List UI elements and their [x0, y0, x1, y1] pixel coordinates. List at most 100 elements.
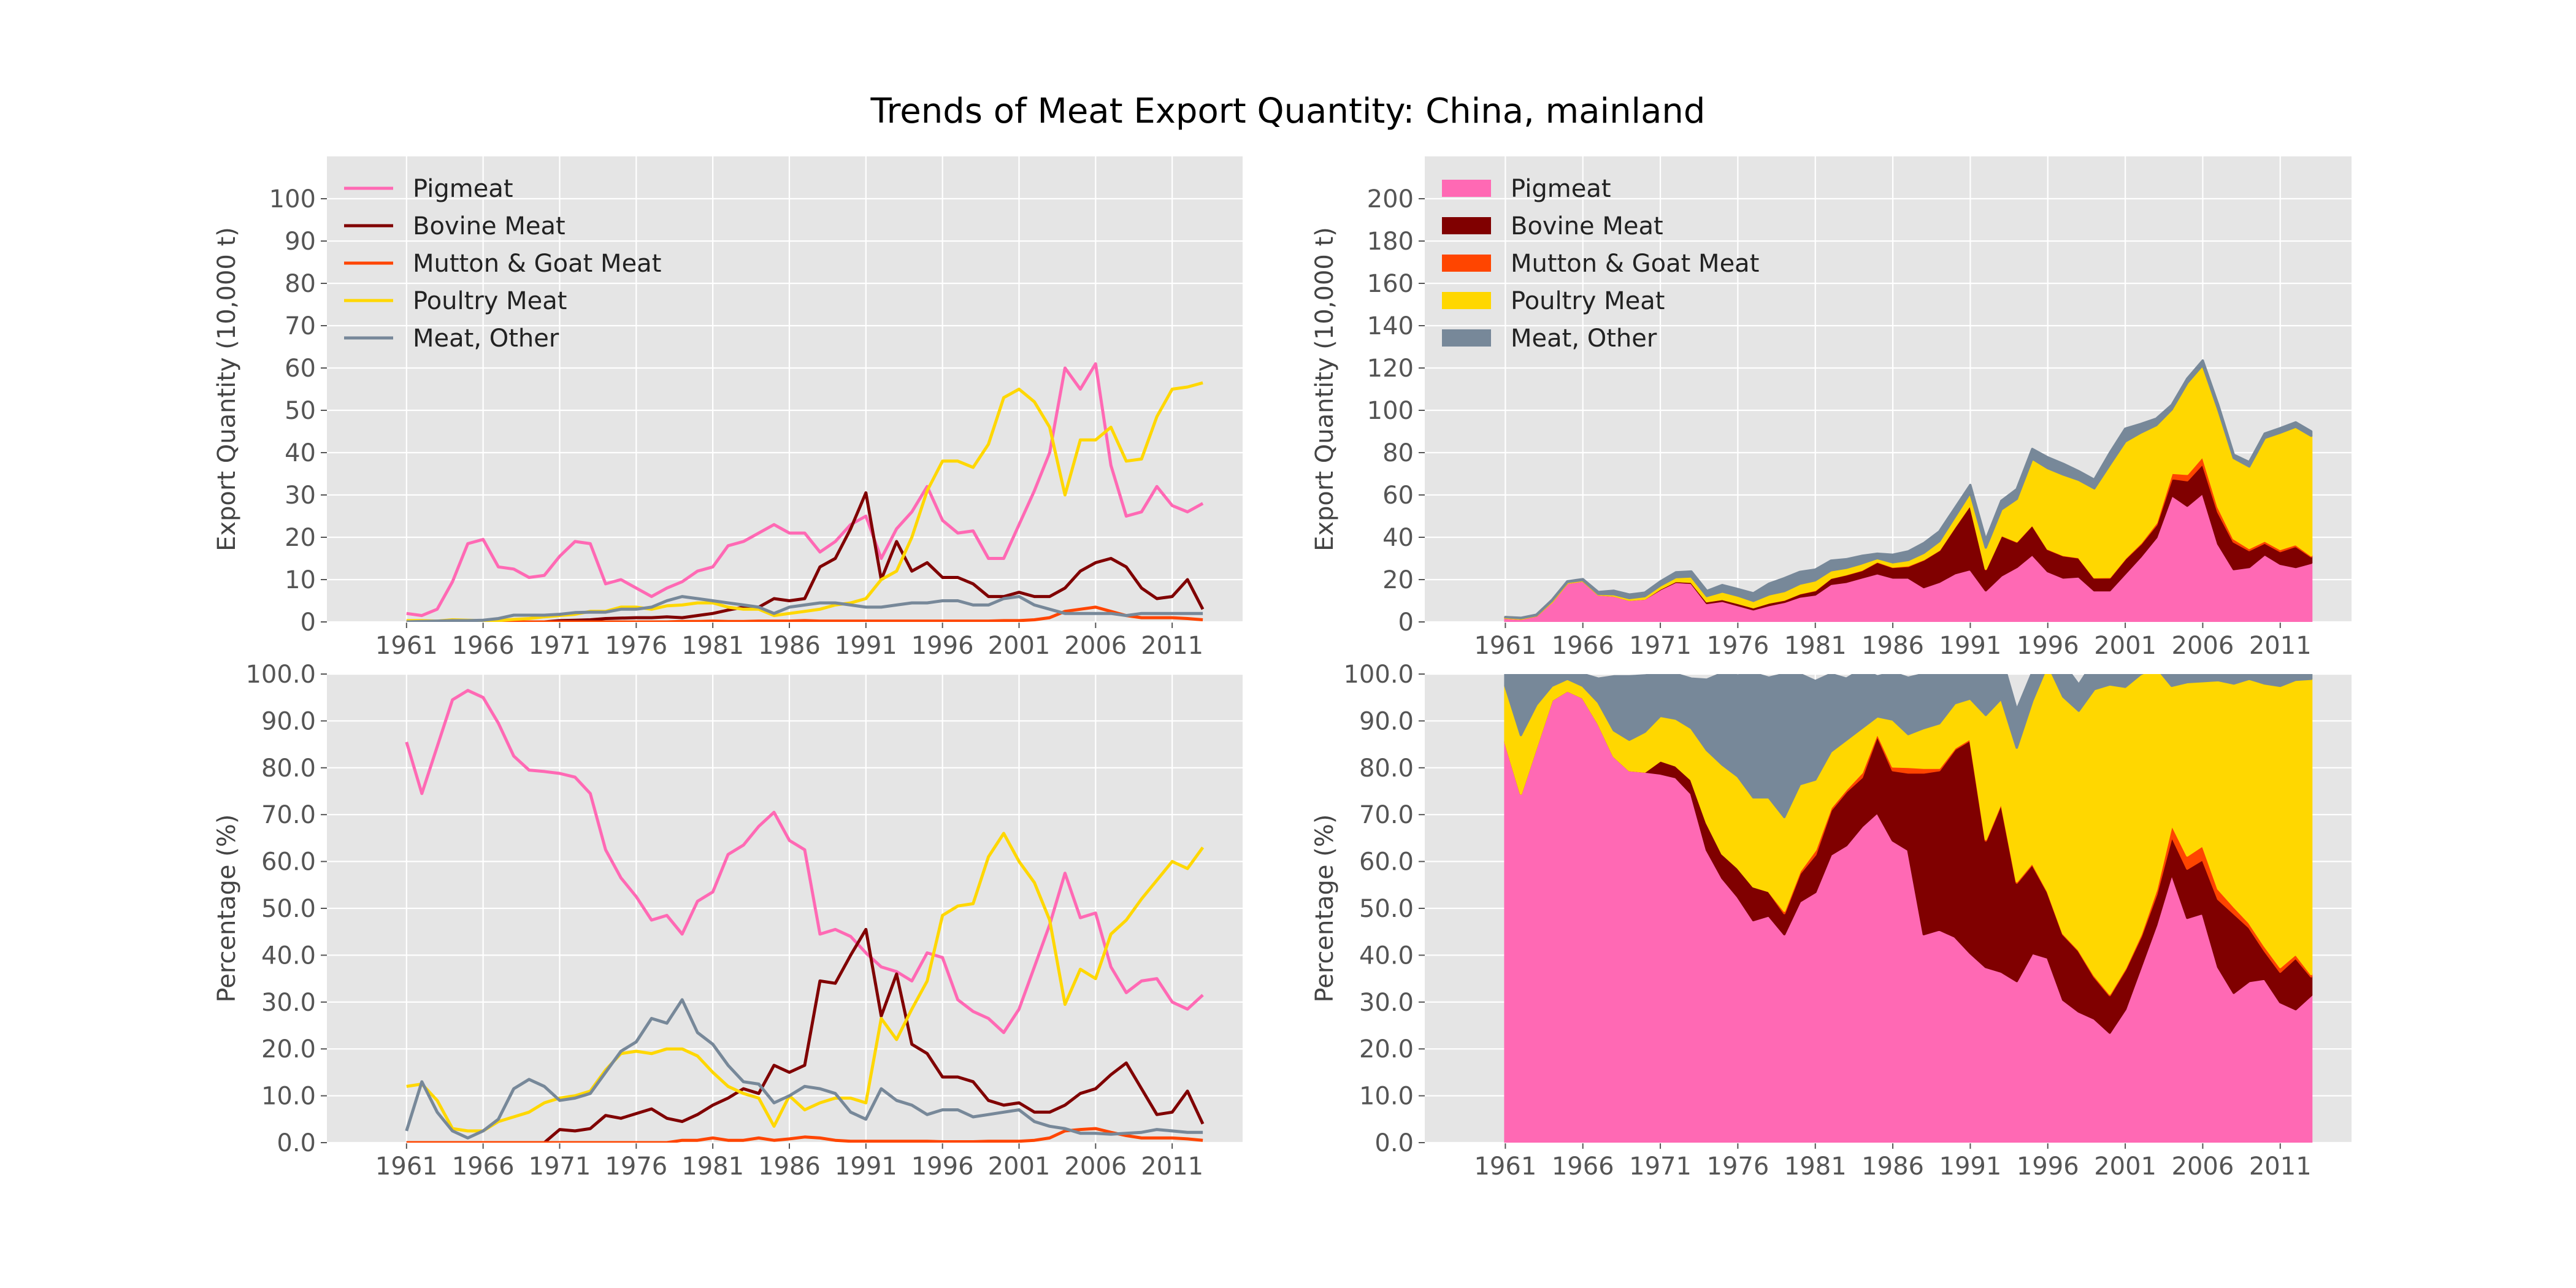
x-tick-label: 1971 — [529, 632, 591, 660]
y-tick-label: 80.0 — [1359, 754, 1414, 783]
x-tick-label: 1966 — [1552, 1152, 1614, 1181]
y-tick-label: 60 — [1382, 481, 1414, 510]
legend-label: Mutton & Goat Meat — [1511, 250, 1759, 278]
y-tick-label: 40.0 — [261, 941, 316, 970]
y-axis-label: Percentage (%) — [213, 815, 241, 1003]
x-tick-label: 1981 — [1784, 1152, 1847, 1181]
y-tick-label: 100.0 — [245, 661, 316, 689]
y-tick-label: 20 — [1382, 566, 1414, 594]
x-tick-label: 1991 — [835, 632, 897, 660]
x-tick-label: 1976 — [605, 632, 667, 660]
y-axis-label: Export Quantity (10,000 t) — [213, 227, 241, 551]
x-tick-label: 2001 — [2094, 632, 2156, 660]
y-tick-label: 10 — [285, 566, 316, 594]
x-tick-label: 1996 — [2017, 1152, 2079, 1181]
y-tick-label: 30.0 — [261, 989, 316, 1017]
y-tick-label: 40 — [285, 439, 316, 467]
x-tick-label: 1991 — [1939, 632, 2002, 660]
y-tick-label: 10.0 — [1359, 1083, 1414, 1111]
y-tick-label: 80 — [1382, 439, 1414, 467]
plot-area — [327, 156, 1243, 622]
legend-label: Meat, Other — [413, 324, 559, 353]
chart-panel-3: 1961 1966 1971 1976 1981 1986 1991 1996 2001 2006… — [213, 661, 1243, 1181]
x-tick-label: 1961 — [1474, 1152, 1536, 1181]
x-tick-label: 1966 — [452, 1152, 515, 1181]
chart-panel-4: 1961 1966 1971 1976 1981 1986 1991 1996 2001 2006… — [1311, 661, 2352, 1181]
x-tick-label: 2011 — [2249, 1152, 2312, 1181]
x-tick-label: 2006 — [2172, 632, 2234, 660]
y-tick-label: 60.0 — [1359, 848, 1414, 876]
legend: Pigmeat Bovine Meat Mutton & Goat Meat Poul… — [1442, 175, 1759, 353]
x-tick-label: 1966 — [452, 632, 515, 660]
series-group — [406, 362, 1205, 622]
y-tick-label: 40.0 — [1359, 941, 1414, 970]
y-tick-label: 0 — [1398, 608, 1414, 637]
x-tick-label: 2001 — [988, 1152, 1051, 1181]
series-line-meat-other — [406, 595, 1203, 622]
series-group — [405, 689, 1205, 1143]
figure-title: Trends of Meat Export Quantity: China, m… — [870, 91, 1706, 131]
legend-swatch-pigmeat — [1442, 180, 1491, 197]
y-tick-label: 160 — [1367, 270, 1414, 298]
series-area-meat-other — [1504, 359, 2313, 619]
y-tick-label: 120 — [1367, 355, 1414, 383]
y-tick-label: 70 — [285, 312, 316, 340]
legend-swatch-poultry-meat — [1442, 292, 1491, 309]
legend-label: Meat, Other — [1511, 324, 1657, 353]
x-tick-label: 1986 — [758, 1152, 821, 1181]
x-tick-label: 2011 — [1141, 1152, 1203, 1181]
y-tick-label: 80 — [285, 270, 316, 298]
x-tick-label: 2006 — [1064, 632, 1127, 660]
x-tick-label: 1976 — [1707, 632, 1769, 660]
y-tick-label: 200 — [1367, 185, 1414, 213]
y-tick-label: 50.0 — [1359, 895, 1414, 923]
legend-swatch-mutton-goat-meat — [1442, 255, 1491, 272]
x-tick-label: 1986 — [1861, 632, 1924, 660]
legend-label: Poultry Meat — [413, 287, 567, 315]
y-tick-label: 40 — [1382, 524, 1414, 552]
y-tick-label: 20.0 — [261, 1035, 316, 1064]
y-tick-label: 20.0 — [1359, 1035, 1414, 1064]
y-tick-label: 50 — [285, 397, 316, 425]
y-tick-label: 180 — [1367, 228, 1414, 256]
x-tick-label: 1986 — [758, 632, 821, 660]
y-tick-label: 100.0 — [1343, 661, 1414, 689]
y-tick-label: 10.0 — [261, 1083, 316, 1111]
series-line-pigmeat — [405, 689, 1204, 1034]
y-tick-label: 80.0 — [261, 754, 316, 783]
y-tick-label: 20 — [285, 524, 316, 552]
series-line-pigmeat — [406, 362, 1204, 618]
series-line-bovine-meat — [406, 491, 1205, 622]
y-tick-label: 0.0 — [277, 1129, 316, 1157]
chart-panel-2: 1961 1966 1971 1976 1981 1986 1991 1996 2001 2006… — [1311, 156, 2352, 660]
legend-label: Bovine Meat — [1511, 212, 1663, 240]
series-group — [1504, 359, 2313, 622]
x-tick-label: 1976 — [1707, 1152, 1769, 1181]
y-tick-label: 50.0 — [261, 895, 316, 923]
x-tick-label: 1981 — [681, 1152, 744, 1181]
x-tick-label: 1996 — [2017, 632, 2079, 660]
y-axis-label: Percentage (%) — [1311, 815, 1339, 1003]
x-tick-label: 1996 — [911, 1152, 974, 1181]
y-tick-label: 100 — [269, 185, 316, 213]
x-tick-label: 1981 — [681, 632, 744, 660]
x-tick-label: 1961 — [1474, 632, 1536, 660]
y-tick-label: 100 — [1367, 397, 1414, 425]
series-line-mutton-goat-meat — [406, 605, 1203, 622]
y-tick-label: 70.0 — [1359, 801, 1414, 829]
series-line-poultry-meat — [406, 832, 1205, 1133]
x-tick-label: 1971 — [1629, 1152, 1692, 1181]
series-line-bovine-meat — [406, 927, 1205, 1143]
x-tick-label: 2001 — [988, 632, 1051, 660]
x-tick-label: 2006 — [1064, 1152, 1127, 1181]
legend-swatch-bovine-meat — [1442, 217, 1491, 234]
legend-label: Bovine Meat — [413, 212, 565, 240]
x-tick-label: 1986 — [1861, 1152, 1924, 1181]
x-tick-label: 1991 — [1939, 1152, 2002, 1181]
y-tick-label: 0 — [301, 608, 316, 637]
x-tick-label: 1971 — [529, 1152, 591, 1181]
y-axis-label: Export Quantity (10,000 t) — [1311, 227, 1339, 551]
y-tick-label: 90 — [285, 228, 316, 256]
x-tick-label: 1976 — [605, 1152, 667, 1181]
